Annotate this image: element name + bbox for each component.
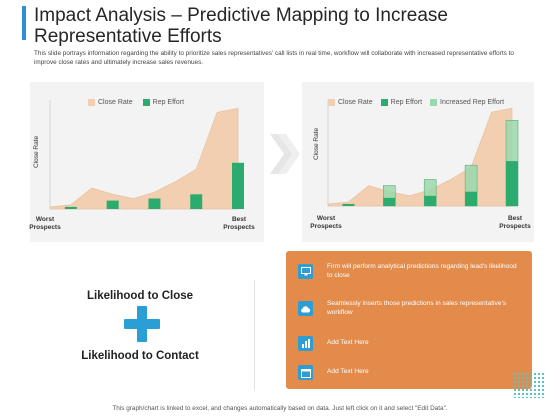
legend-increased-rep-effort: Increased Rep Effort <box>430 99 504 106</box>
chart-before-legend: Close Rate Rep Effort <box>88 99 194 106</box>
close-rate-area <box>327 107 513 207</box>
chart-before-plot <box>49 100 244 210</box>
x-label-line: Prospects <box>499 223 531 230</box>
x-axis-start-label: Worst Prospects <box>27 216 63 232</box>
x-axis-end-label: Best Prospects <box>220 216 258 232</box>
decorative-dot-grid <box>513 372 545 398</box>
legend-label: Increased Rep Effort <box>440 99 505 106</box>
likelihood-to-contact: Likelihood to Contact <box>81 350 199 362</box>
legend-swatch-rep-effort <box>380 99 388 106</box>
rep-effort-bar <box>342 203 355 206</box>
legend-swatch-close-rate <box>328 99 335 106</box>
close-rate-area <box>49 107 239 210</box>
legend-swatch-close-rate <box>88 99 95 106</box>
chart-after[interactable]: Close Rate Rep Effort Increased Rep Effo… <box>302 82 534 242</box>
title-accent-bar <box>22 6 26 40</box>
x-label-line: Prospects <box>310 223 342 230</box>
x-label-line: Best <box>231 216 247 223</box>
chart-icon <box>298 336 313 351</box>
page-title: Impact Analysis – Predictive Mapping to … <box>34 5 448 47</box>
divider <box>254 280 255 390</box>
x-label-line: Prospects <box>223 224 255 231</box>
rep-effort-bar <box>106 200 119 209</box>
point-text: Firm will perform analytical predictions… <box>327 263 517 279</box>
x-axis-start-label: Worst Prospects <box>307 215 345 231</box>
rep-effort-bar <box>64 206 77 209</box>
rep-effort-bar <box>424 195 437 206</box>
plus-icon <box>124 306 160 342</box>
legend-label: Close Rate <box>98 99 133 106</box>
legend-swatch-rep-effort <box>142 99 150 106</box>
x-label-line: Worst <box>316 215 336 222</box>
point-text: Seamlessly inserts those predictions in … <box>327 300 507 316</box>
calendar-icon <box>298 365 313 380</box>
legend-label: Close Rate <box>338 99 373 106</box>
point-item: Add Text Here <box>298 365 520 380</box>
rep-effort-bar <box>383 197 396 206</box>
point-item: Firm will perform analytical predictions… <box>298 263 520 280</box>
rep-effort-bar <box>148 198 161 209</box>
point-text: Add Text Here <box>327 339 369 347</box>
chevron-right-icon <box>270 134 300 174</box>
chart-after-legend: Close Rate Rep Effort Increased Rep Effo… <box>328 99 504 106</box>
x-label-line: Best <box>507 215 523 222</box>
legend-rep-effort: Rep Effort <box>142 99 185 106</box>
point-text: Add Text Here <box>327 368 369 376</box>
legend-label: Rep Effort <box>390 99 423 106</box>
chart-after-plot <box>327 100 519 207</box>
point-item: Seamlessly inserts those predictions in … <box>298 300 520 317</box>
legend-close-rate: Close Rate <box>328 99 373 106</box>
monitor-icon <box>298 264 313 279</box>
legend-label: Rep Effort <box>152 99 185 106</box>
point-item: Add Text Here <box>298 336 520 351</box>
likelihood-to-close: Likelihood to Close <box>86 290 194 302</box>
page-subtitle: This slide portrays information regardin… <box>34 50 514 66</box>
rep-effort-bar <box>465 191 478 206</box>
legend-close-rate: Close Rate <box>88 99 133 106</box>
points-panel: Firm will perform analytical predictions… <box>286 251 532 389</box>
legend-rep-effort: Rep Effort <box>380 99 423 106</box>
likelihood-block: Likelihood to Close Likelihood to Contac… <box>40 250 240 400</box>
legend-swatch-increased-rep-effort <box>430 99 438 106</box>
rep-effort-bar <box>506 161 518 206</box>
rep-effort-bar <box>232 162 244 209</box>
x-axis-end-label: Best Prospects <box>496 215 534 231</box>
x-label-line: Worst <box>35 216 55 223</box>
footer-note: This graph/chart is linked to excel, and… <box>112 405 448 412</box>
rep-effort-bar <box>190 194 203 209</box>
chart-before[interactable]: Close Rate Rep Effort Close Rate <box>30 82 264 242</box>
cloud-icon <box>298 301 313 316</box>
x-label-line: Prospects <box>29 224 61 231</box>
